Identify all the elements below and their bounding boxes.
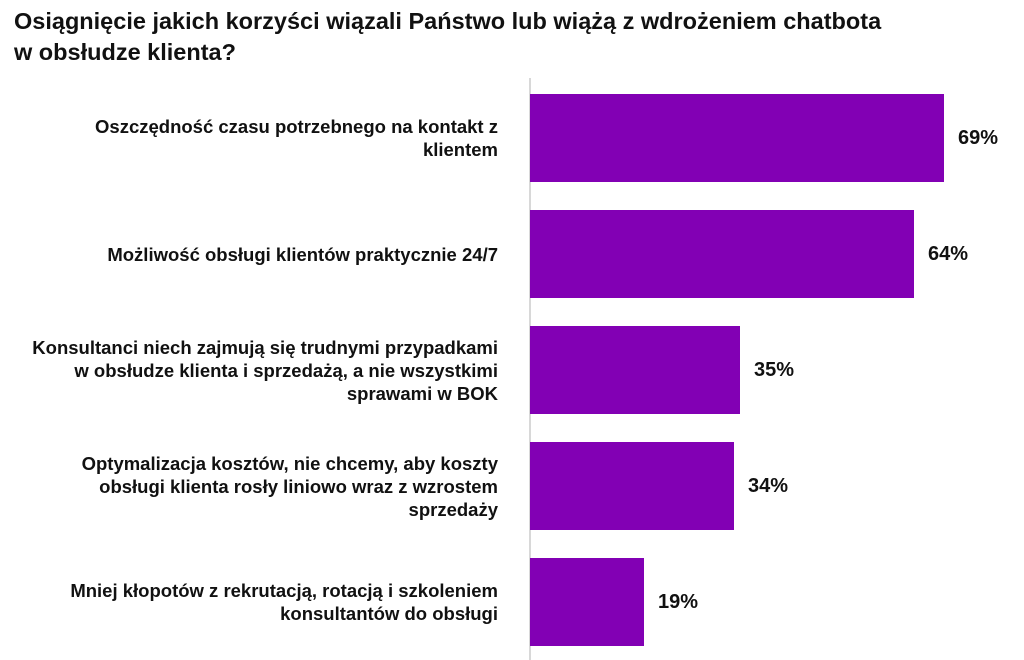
category-label-2: Możliwość obsługi klientów praktycznie 2… [107,243,498,265]
chart-title: Osiągnięcie jakich korzyści wiązali Pańs… [14,8,882,65]
category-label-4: Optymalizacja kosztów, nie chcemy, aby k… [81,452,498,520]
bar-5 [530,558,644,646]
category-label-1: Oszczędność czasu potrzebnego na kontakt… [95,116,498,160]
value-label-3: 35% [754,359,795,381]
value-label-1: 69% [958,127,999,149]
value-label-2: 64% [928,243,969,265]
category-label-3: Konsultanci niech zajmują się trudnymi p… [32,336,498,404]
value-label-5: 19% [658,591,699,613]
bar-1 [530,94,944,182]
bar-3 [530,326,740,414]
bars-group [530,94,944,646]
bar-4 [530,442,734,530]
category-label-5: Mniej kłopotów z rekrutacją, rotacją i s… [70,580,498,624]
bar-2 [530,210,914,298]
value-label-4: 34% [748,475,789,497]
